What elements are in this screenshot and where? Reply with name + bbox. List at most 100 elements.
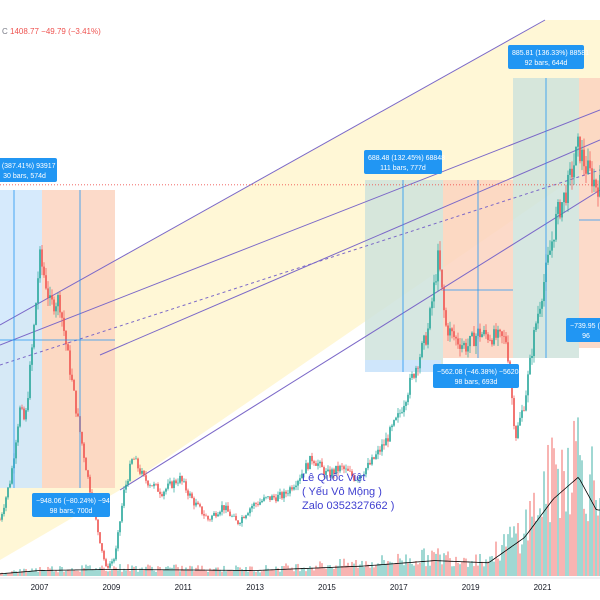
candle-body	[465, 342, 467, 352]
candle-body	[137, 458, 139, 469]
volume-bar	[121, 571, 123, 576]
candle-body	[559, 201, 561, 218]
candle-body	[351, 471, 353, 476]
candle-body	[429, 308, 431, 329]
volume-bar	[173, 564, 175, 576]
candle-body	[313, 461, 315, 464]
candle-body	[145, 475, 147, 481]
volume-bar	[507, 534, 509, 576]
volume-bar	[267, 568, 269, 576]
volume-bar	[45, 571, 47, 576]
ohlc-legend: C 1408.77 −49.79 (−3.41%)	[2, 27, 101, 36]
volume-bar	[359, 564, 361, 576]
candle-body	[283, 491, 285, 499]
candle-body	[551, 241, 553, 251]
candle-body	[395, 417, 397, 421]
candle-body	[315, 463, 317, 466]
candle-body	[159, 491, 161, 495]
candle-body	[519, 417, 521, 426]
signature: Lê Quốc Việt ( Yếu Vô Mộng ) Zalo 035232…	[302, 472, 394, 512]
candle-body	[31, 347, 33, 365]
volume-bar	[595, 500, 597, 576]
volume-bar	[511, 537, 513, 576]
volume-bar	[217, 567, 219, 576]
volume-bar	[21, 571, 23, 576]
measurement-label: 7 (387.41%) 93917 30 bars, 574d	[0, 158, 57, 182]
candle-body	[217, 514, 219, 517]
volume-bar	[513, 526, 515, 576]
volume-bar	[127, 564, 129, 576]
volume-bar	[575, 441, 577, 576]
x-tick-label: 2017	[390, 583, 408, 592]
volume-bar	[261, 571, 263, 576]
volume-bar	[559, 517, 561, 576]
candle-body	[135, 458, 137, 460]
candle-body	[125, 484, 127, 490]
candle-body	[541, 301, 543, 309]
candle-body	[593, 179, 595, 187]
volume-bar	[345, 565, 347, 576]
x-tick-label: 2015	[318, 583, 336, 592]
volume-bar	[307, 568, 309, 576]
volume-bar	[315, 565, 317, 576]
candle-body	[547, 254, 549, 263]
volume-bar	[53, 571, 55, 576]
volume-bar	[43, 570, 45, 576]
volume-bars	[0, 417, 600, 576]
candle-body	[175, 480, 177, 484]
candle-body	[47, 288, 49, 298]
volume-bar	[83, 568, 85, 576]
candle-body	[209, 519, 211, 521]
candle-body	[1, 514, 3, 520]
candle-body	[489, 339, 491, 341]
regression-channel	[0, 19, 600, 491]
candle-body	[243, 517, 245, 519]
volume-bar	[411, 563, 413, 576]
candle-body	[505, 336, 507, 343]
candle-body	[285, 491, 287, 494]
volume-bar	[55, 570, 57, 576]
candle-body	[369, 462, 371, 465]
candle-body	[153, 483, 155, 487]
candle-body	[309, 455, 311, 470]
volume-bar	[273, 569, 275, 576]
candle-body	[101, 543, 103, 551]
candle-body	[69, 350, 71, 375]
volume-bar	[67, 570, 69, 576]
volume-bar	[211, 570, 213, 576]
volume-bar	[245, 567, 247, 576]
candle-body	[549, 250, 551, 255]
volume-bar	[275, 566, 277, 576]
volume-bar	[531, 516, 533, 576]
candle-body	[53, 299, 55, 312]
candle-body	[363, 474, 365, 476]
candle-body	[413, 374, 415, 378]
volume-bar	[191, 566, 193, 576]
measurement-label-line-1: 688.48 (132.45%) 68848	[368, 155, 445, 162]
volume-bar	[263, 570, 265, 576]
signature-line-2: ( Yếu Vô Mộng )	[302, 486, 382, 498]
candle-body	[563, 192, 565, 203]
candle-body	[165, 488, 167, 492]
candle-body	[103, 550, 105, 560]
measure-box-1	[0, 190, 42, 488]
candle-body	[589, 160, 591, 169]
volume-bar	[269, 569, 271, 576]
volume-bar	[489, 556, 491, 576]
volume-bar	[323, 568, 325, 576]
volume-bar	[565, 511, 567, 576]
volume-bar	[537, 515, 539, 576]
measurement-label-bg	[0, 158, 57, 182]
measurement-label-bg	[566, 318, 600, 342]
candle-body	[377, 449, 379, 455]
measure-box-6	[579, 78, 600, 348]
candle-body	[87, 470, 89, 477]
candle-body	[257, 503, 259, 505]
volume-bar	[247, 571, 249, 576]
candle-body	[355, 480, 357, 482]
volume-bar	[515, 533, 517, 576]
volume-bar	[471, 561, 473, 576]
candle-body	[501, 331, 503, 336]
candle-body	[147, 480, 149, 486]
